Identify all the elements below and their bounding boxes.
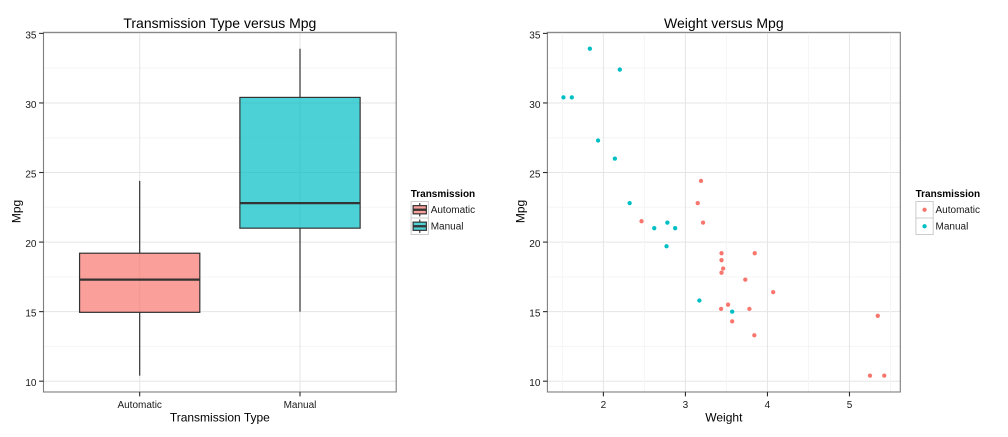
svg-text:20: 20 (25, 239, 37, 250)
svg-text:2: 2 (601, 400, 607, 411)
svg-text:Transmission Type versus Mpg: Transmission Type versus Mpg (123, 15, 316, 31)
svg-text:30: 30 (25, 100, 37, 111)
svg-text:35: 35 (25, 30, 37, 41)
svg-text:Manual: Manual (431, 222, 464, 233)
svg-text:Manual: Manual (284, 400, 317, 411)
svg-text:20: 20 (529, 239, 541, 250)
svg-text:15: 15 (25, 309, 37, 320)
svg-text:Weight versus Mpg: Weight versus Mpg (664, 15, 784, 31)
svg-text:Automatic: Automatic (431, 205, 475, 216)
svg-text:Automatic: Automatic (936, 205, 980, 216)
svg-text:5: 5 (847, 400, 853, 411)
svg-text:Transmission: Transmission (411, 189, 475, 200)
svg-text:Weight: Weight (705, 411, 743, 425)
svg-text:10: 10 (25, 378, 37, 389)
svg-text:Transmission: Transmission (916, 189, 980, 200)
svg-text:25: 25 (529, 170, 541, 181)
svg-text:Transmission Type: Transmission Type (170, 411, 270, 425)
svg-text:4: 4 (765, 400, 771, 411)
svg-text:3: 3 (683, 400, 689, 411)
svg-text:Mpg: Mpg (514, 200, 528, 223)
svg-text:25: 25 (25, 170, 37, 181)
svg-text:10: 10 (529, 378, 541, 389)
svg-text:15: 15 (529, 309, 541, 320)
svg-text:Automatic: Automatic (117, 400, 161, 411)
svg-text:Mpg: Mpg (10, 200, 24, 223)
svg-text:35: 35 (529, 30, 541, 41)
svg-text:Manual: Manual (936, 222, 969, 233)
svg-text:30: 30 (529, 100, 541, 111)
